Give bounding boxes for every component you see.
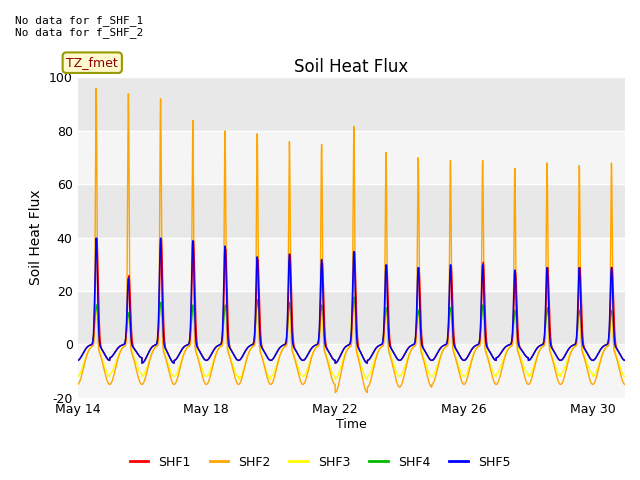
Y-axis label: Soil Heat Flux: Soil Heat Flux xyxy=(29,190,44,285)
Title: Soil Heat Flux: Soil Heat Flux xyxy=(294,58,408,76)
Text: TZ_fmet: TZ_fmet xyxy=(67,56,118,69)
Bar xyxy=(77,291,625,344)
X-axis label: Time: Time xyxy=(336,419,367,432)
Bar xyxy=(77,238,625,291)
Bar xyxy=(77,344,625,398)
Bar xyxy=(77,131,625,184)
Bar xyxy=(77,184,625,238)
Legend: SHF1, SHF2, SHF3, SHF4, SHF5: SHF1, SHF2, SHF3, SHF4, SHF5 xyxy=(125,451,515,474)
Bar xyxy=(77,77,625,131)
Text: No data for f_SHF_1
No data for f_SHF_2: No data for f_SHF_1 No data for f_SHF_2 xyxy=(15,15,143,38)
